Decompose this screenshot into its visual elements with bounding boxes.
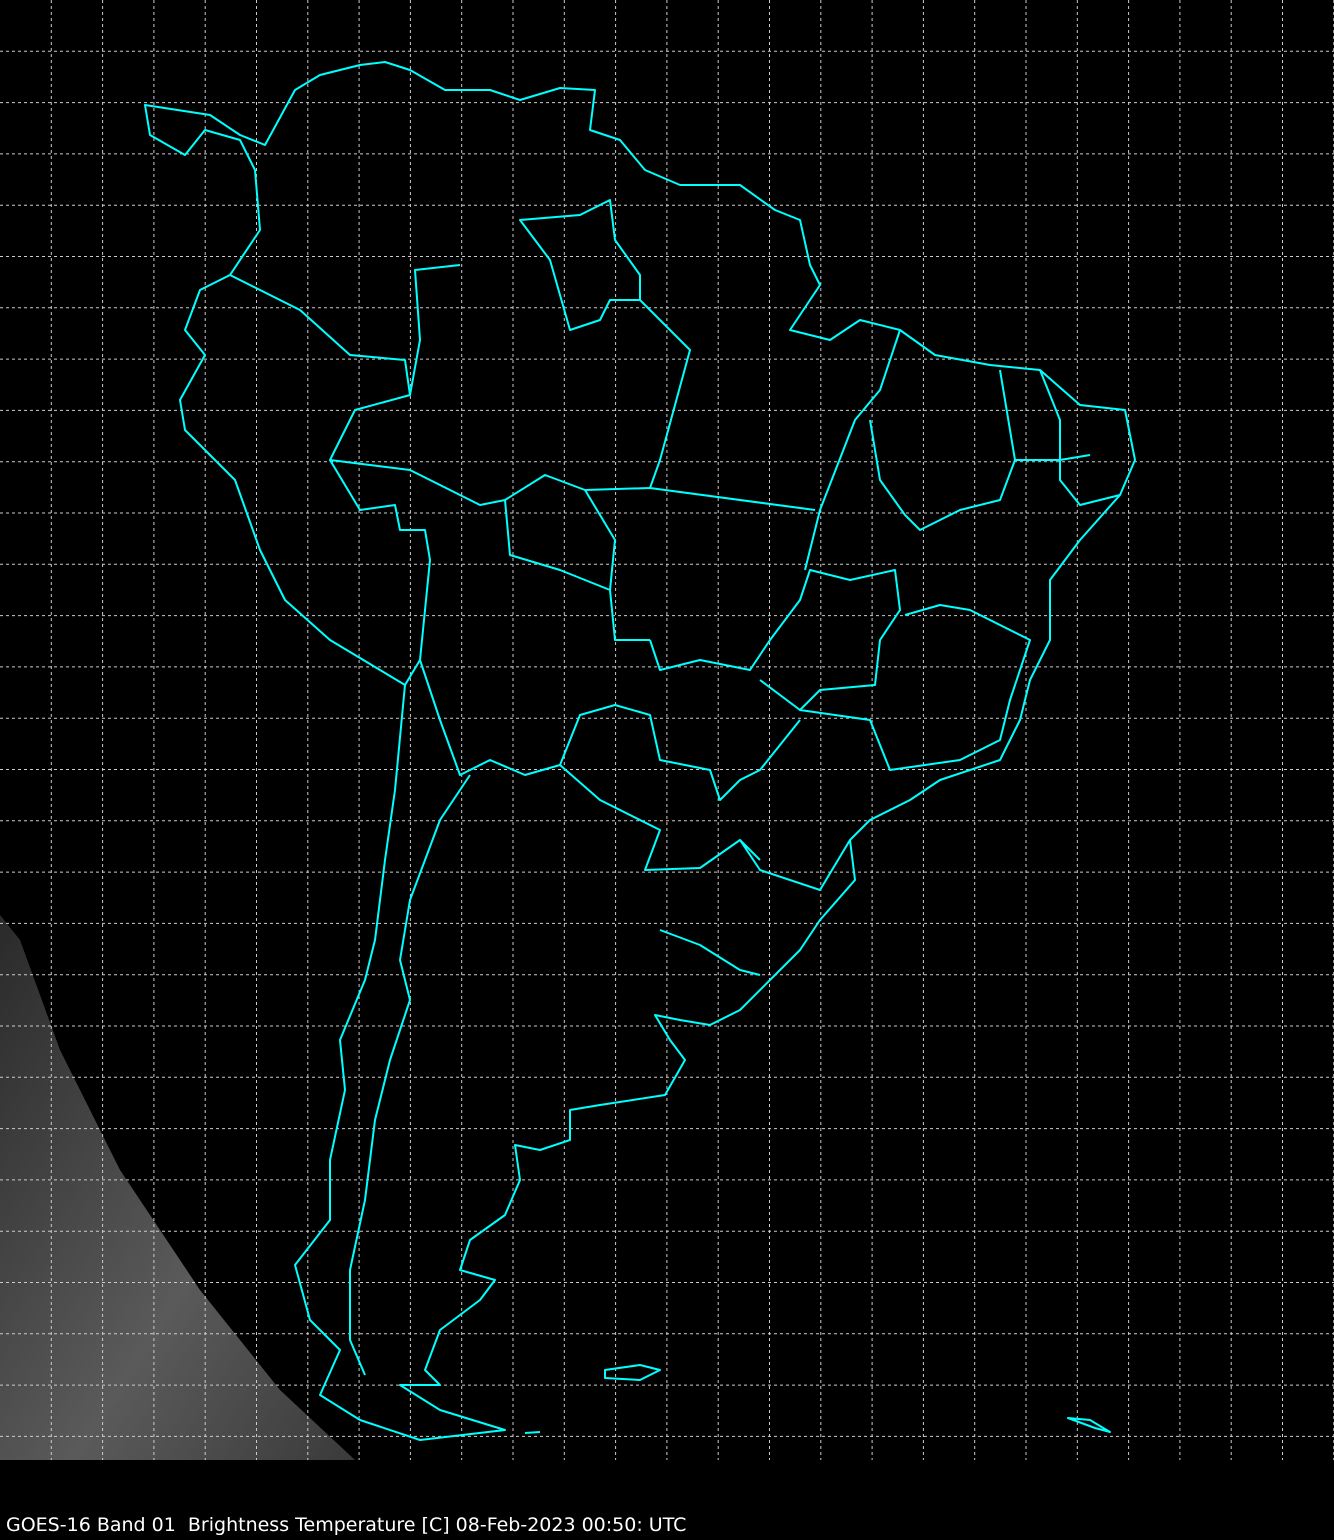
country-borders [229,199,1121,1376]
image-caption: GOES-16 Band 01 Brightness Temperature [… [6,1514,687,1536]
continent-coastline [144,61,1136,1441]
lat-lon-grid [0,0,1334,1460]
islands [524,1364,1111,1434]
satellite-imagery-region [0,915,355,1460]
